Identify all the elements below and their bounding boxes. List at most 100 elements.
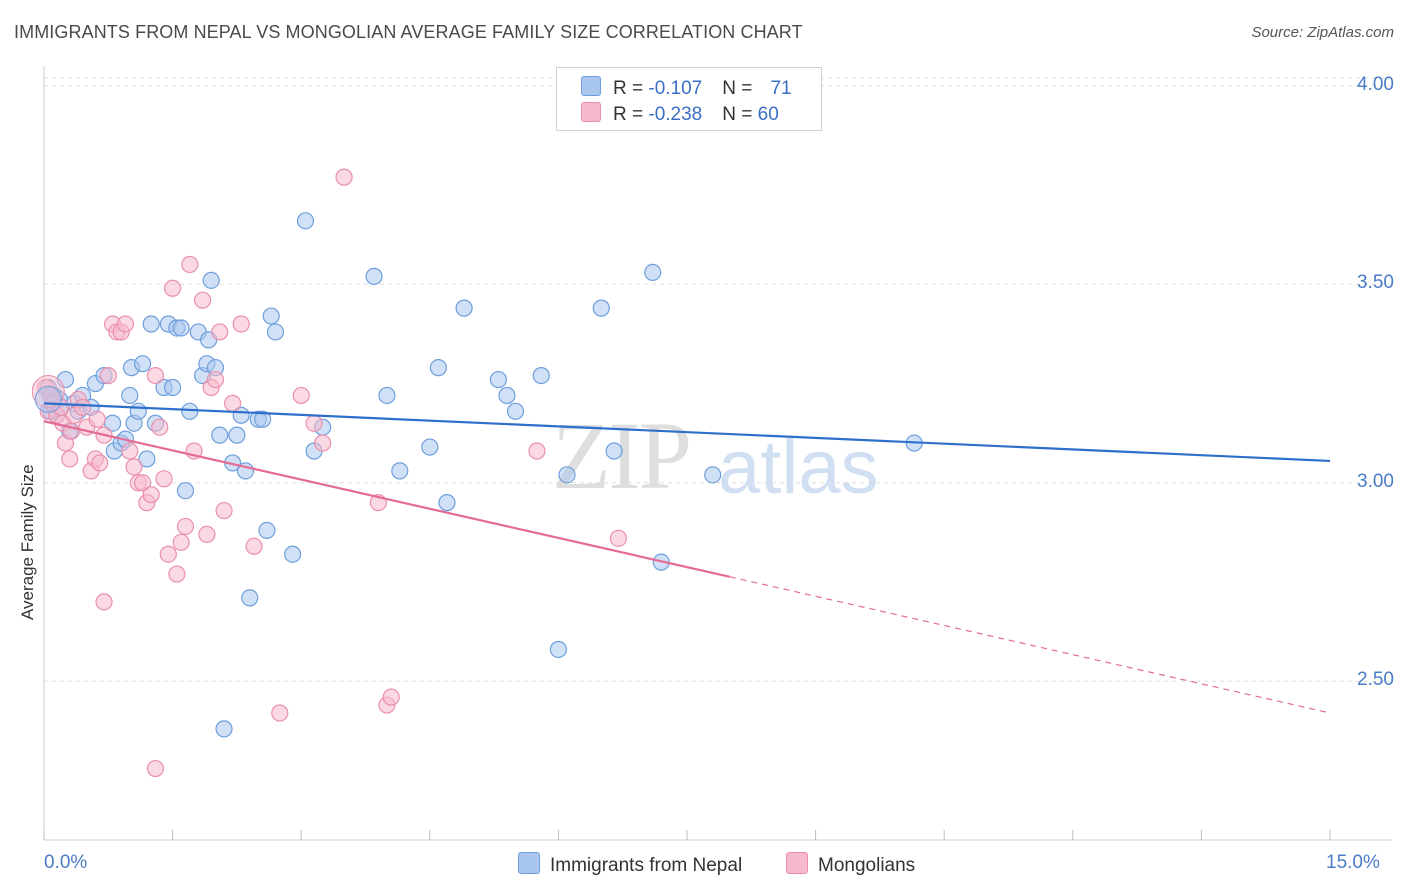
data-point-nepal — [592, 299, 610, 317]
chart-title: IMMIGRANTS FROM NEPAL VS MONGOLIAN AVERA… — [14, 22, 803, 42]
data-point-nepal — [254, 410, 272, 428]
data-point-mongolians — [146, 759, 165, 778]
data-point-nepal — [266, 323, 285, 341]
trend-line-mongolians — [43, 420, 731, 578]
data-point-nepal — [258, 521, 276, 540]
data-point-mongolians — [99, 367, 117, 385]
data-point-nepal — [498, 386, 516, 405]
data-point-mongolians — [271, 704, 289, 722]
legend-r-label: R = — [613, 104, 649, 125]
data-point-mongolians — [211, 323, 229, 341]
legend-swatch-nepal — [581, 76, 601, 96]
legend-r-value-mongolians: -0.238 — [648, 104, 703, 125]
data-point-nepal — [202, 271, 220, 289]
data-point-nepal — [532, 367, 550, 385]
data-point-nepal — [228, 426, 246, 444]
data-point-nepal — [172, 319, 190, 337]
y-tick-label: 4.00 — [1357, 73, 1394, 95]
data-point-mongolians — [609, 529, 628, 547]
data-point-nepal — [142, 315, 160, 333]
data-point-mongolians — [142, 486, 160, 504]
y-axis-title: Average Family Size — [18, 464, 37, 620]
trend-line-nepal — [43, 402, 1331, 463]
legend-row-nepal: R = -0.107 N = 71 — [581, 76, 792, 100]
watermark-zip: ZIP — [552, 402, 692, 509]
data-point-mongolians — [305, 414, 323, 432]
data-point-nepal — [181, 402, 199, 420]
data-point-nepal — [506, 402, 525, 420]
bottom-legend-nepal: Immigrants from Nepal — [518, 852, 742, 877]
bottom-legend-label-nepal: Immigrants from Nepal — [550, 855, 743, 876]
data-point-nepal — [164, 378, 182, 397]
data-point-mongolians — [194, 291, 212, 309]
bottom-legend-swatch-mongolians — [786, 852, 808, 874]
data-point-nepal — [121, 386, 139, 405]
data-point-mongolians — [245, 537, 263, 555]
data-point-mongolians — [155, 470, 173, 488]
data-point-nepal — [558, 466, 576, 484]
y-tick-label: 2.50 — [1357, 669, 1394, 691]
legend-swatch-mongolians — [581, 102, 601, 122]
data-point-mongolians — [146, 367, 165, 385]
y-tick-label: 3.00 — [1357, 470, 1394, 492]
trend-line-extension-mongolians — [729, 576, 1331, 714]
bottom-legend-mongolians: Mongolians — [786, 852, 915, 877]
data-point-mongolians — [198, 525, 216, 543]
data-point-mongolians — [181, 255, 199, 274]
bottom-legend-label-mongolians: Mongolians — [818, 855, 916, 876]
data-point-mongolians — [61, 450, 79, 468]
data-point-mongolians — [232, 315, 250, 333]
data-point-mongolians — [164, 279, 182, 297]
data-point-nepal — [215, 720, 233, 738]
data-point-nepal — [489, 370, 507, 389]
legend-n-value-nepal: 71 — [770, 78, 792, 99]
data-point-mongolians — [95, 593, 113, 611]
data-point-nepal — [296, 212, 315, 230]
data-point-mongolians — [133, 474, 152, 492]
data-point-mongolians — [224, 394, 242, 412]
x-tick-min: 0.0% — [44, 852, 88, 873]
data-point-nepal — [133, 355, 152, 373]
data-point-mongolians — [125, 458, 143, 476]
data-point-nepal — [129, 402, 147, 420]
data-point-mongolians — [335, 168, 353, 186]
data-point-mongolians — [151, 418, 169, 436]
data-point-nepal — [644, 263, 662, 281]
legend-n-label: N = — [722, 78, 758, 99]
data-point-cluster-nepal — [34, 385, 62, 413]
data-point-nepal — [241, 589, 259, 607]
data-point-nepal — [438, 494, 456, 512]
data-point-mongolians — [292, 386, 310, 405]
data-point-nepal — [378, 386, 396, 405]
data-point-nepal — [138, 450, 156, 468]
data-point-mongolians — [528, 442, 546, 460]
data-point-nepal — [455, 299, 473, 317]
data-point-nepal — [284, 545, 302, 563]
data-point-mongolians — [172, 533, 190, 551]
bottom-legend-swatch-nepal — [518, 852, 540, 874]
data-point-cluster-mongolians — [31, 374, 65, 408]
data-point-nepal — [429, 359, 447, 377]
data-point-mongolians — [159, 545, 177, 563]
data-point-mongolians — [88, 410, 106, 428]
y-tick-label: 3.50 — [1357, 272, 1394, 294]
x-tick-max: 15.0% — [1326, 852, 1380, 873]
data-point-mongolians — [382, 688, 400, 706]
data-point-mongolians — [168, 565, 186, 583]
data-point-mongolians — [215, 501, 233, 520]
data-point-mongolians — [206, 370, 225, 389]
data-point-nepal — [605, 442, 623, 460]
data-point-nepal — [421, 438, 439, 456]
data-point-nepal — [549, 640, 568, 659]
data-point-mongolians — [176, 517, 195, 536]
data-point-nepal — [365, 267, 383, 285]
data-point-mongolians — [91, 454, 109, 472]
data-point-nepal — [211, 426, 229, 444]
correlation-legend: R = -0.107 N = 71 R = -0.238 N = 60 — [556, 67, 822, 131]
data-point-nepal — [176, 482, 195, 500]
data-point-nepal — [391, 462, 409, 480]
data-point-mongolians — [73, 398, 92, 416]
data-point-mongolians — [116, 315, 135, 333]
data-point-mongolians — [121, 442, 139, 460]
